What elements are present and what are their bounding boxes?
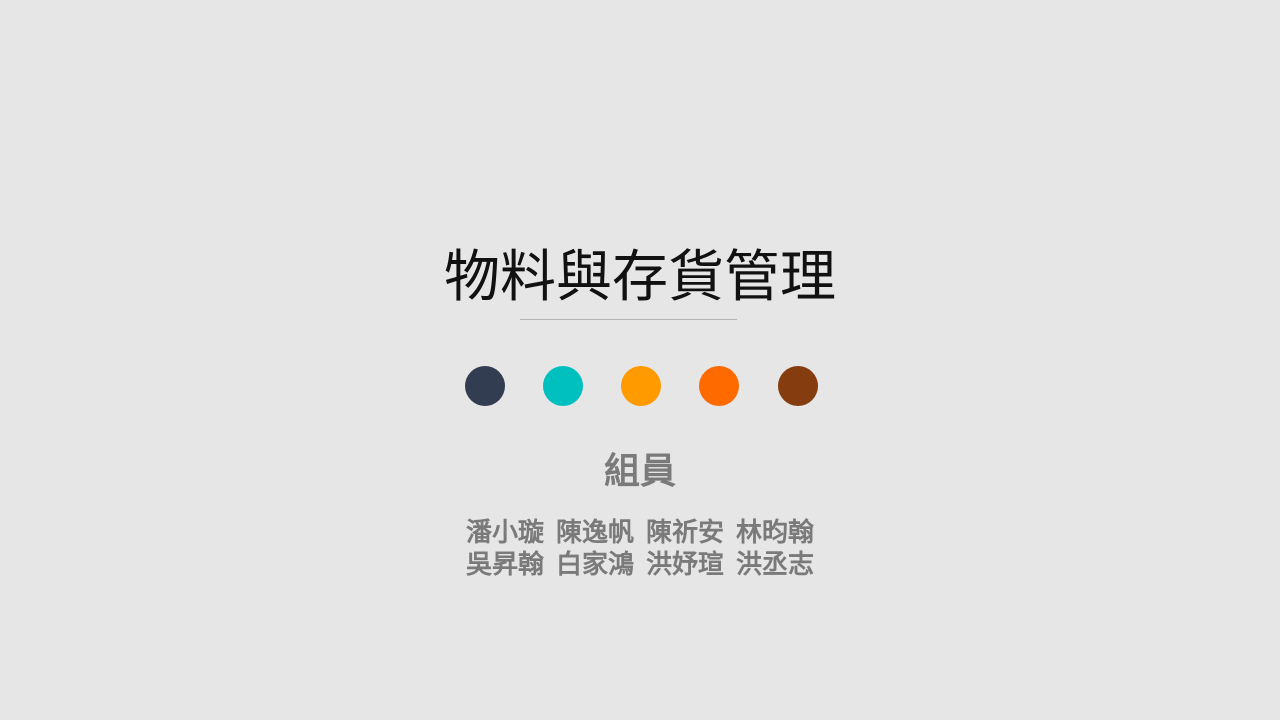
member-name: 洪妤瑄 [646, 550, 725, 580]
members-row: 潘小璇 陳逸帆 陳祈安 林昀翰 [0, 517, 1280, 549]
dot-brown [778, 366, 818, 406]
member-name: 白家鴻 [555, 550, 634, 580]
member-name: 潘小璇 [465, 518, 544, 548]
slide-title: 物料與存貨管理 [444, 245, 836, 310]
dot-navy [465, 366, 505, 406]
member-name: 洪丞志 [736, 550, 815, 580]
title-divider [520, 319, 737, 320]
color-dots [0, 366, 1280, 406]
dot-amber [621, 366, 661, 406]
dot-teal [543, 366, 583, 406]
member-name: 陳逸帆 [555, 518, 634, 548]
member-name: 吳昇翰 [465, 550, 544, 580]
members-row: 吳昇翰 白家鴻 洪妤瑄 洪丞志 [0, 549, 1280, 581]
members-heading: 組員 [603, 451, 676, 492]
members-list: 潘小璇 陳逸帆 陳祈安 林昀翰 吳昇翰 白家鴻 洪妤瑄 洪丞志 [0, 517, 1280, 581]
member-name: 陳祈安 [646, 518, 725, 548]
member-name: 林昀翰 [736, 518, 815, 548]
dot-orange [699, 366, 739, 406]
